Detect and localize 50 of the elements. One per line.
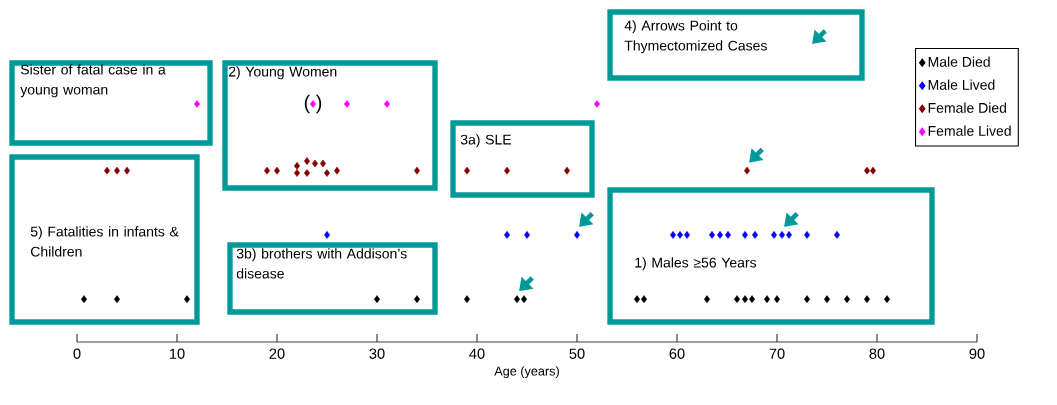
point [574,231,580,239]
point [344,100,350,108]
point [684,231,690,239]
x-tick-label: 20 [269,348,285,359]
point [294,162,300,170]
legend-label: Female Lived [928,125,1011,136]
point [324,231,330,239]
legend-label: Male Lived [928,79,995,90]
point [804,231,810,239]
x-tick-label: 50 [569,348,585,359]
point [524,231,530,239]
annotation: 5) Fatalities in infants & Children [30,226,179,257]
point [752,231,758,239]
point [310,100,316,108]
x-tick-label: 90 [969,348,985,359]
x-tick-label: 80 [869,348,885,359]
point [677,231,683,239]
point [786,231,792,239]
point [504,231,510,239]
point [834,231,840,239]
annotation: ( ) [304,94,322,114]
text: 2) Young Women [228,66,337,80]
point [725,231,731,239]
legend-label: Male Died [928,56,990,67]
x-tick-label: 60 [669,348,685,359]
annotation: 3b) brothers with Addison’s disease [236,248,407,279]
x-axis-title: Age (years) [494,366,559,379]
point [670,231,676,239]
point [594,100,600,108]
x-tick-label: 10 [169,348,185,359]
point [304,157,310,165]
point [294,169,300,177]
x-tick-label: 30 [369,348,385,359]
point [742,231,748,239]
point [304,169,310,177]
point [384,100,390,108]
text: Sister of fatal case in a young woman [20,64,166,98]
legend-label: Female Died [928,102,1007,113]
point [779,231,785,239]
point [194,100,200,108]
point [771,231,777,239]
x-tick-label: 0 [73,348,81,359]
annotation: 1) Males ≥56 Years [635,257,757,271]
x-tick-label: 40 [469,348,485,359]
point [324,169,330,177]
text: 4) Arrows Point to Thymectomized Cases [624,20,767,54]
annotation: 3a) SLE [460,134,511,148]
x-tick-label: 70 [769,348,785,359]
point [709,231,715,239]
point [717,231,723,239]
